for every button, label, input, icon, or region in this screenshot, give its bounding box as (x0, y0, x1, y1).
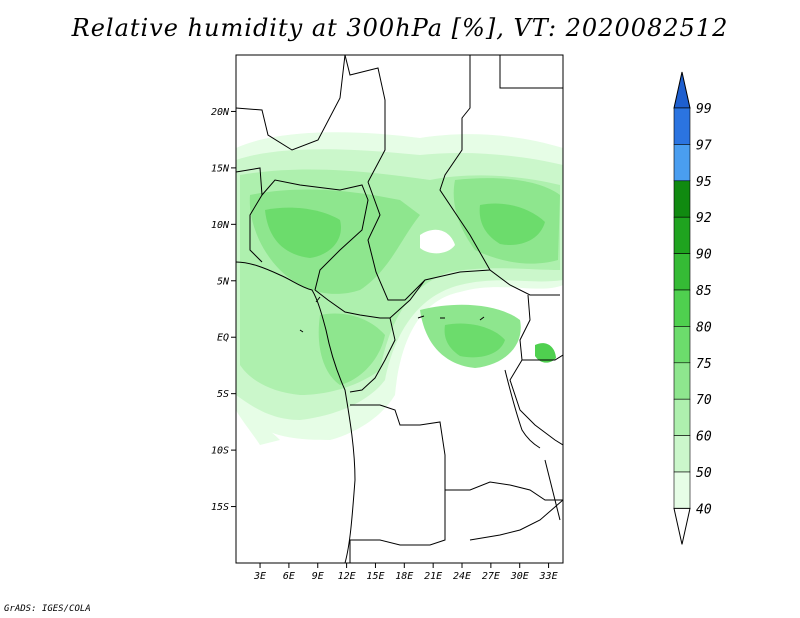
rh-75-region-east (479, 203, 545, 246)
border-angola-zambia (350, 490, 446, 546)
lon-tick-label: 9E (312, 571, 324, 582)
rh-white-patch (420, 229, 455, 254)
lon-tick-label: 12E (338, 571, 356, 582)
border-chad-car (367, 181, 491, 301)
lat-tick-label: 5N (217, 276, 230, 287)
rh-75-region (265, 207, 341, 258)
border-zambia-east (509, 484, 563, 501)
border-sudan (439, 55, 560, 296)
border-nigeria-cameroon (261, 179, 369, 291)
colorbar: 99 97 95 92 90 85 80 75 70 60 50 40 (673, 71, 712, 545)
lat-tick-label: 10N (211, 220, 230, 231)
coast-east-south (469, 499, 563, 541)
lon-tick-label: 33E (539, 571, 558, 582)
colorbar-level-label: 92 (696, 211, 712, 226)
colorbar-level-label: 75 (696, 357, 712, 372)
equator-islands (299, 296, 485, 333)
colorbar-level-label: 85 (696, 284, 712, 299)
coastline-west (236, 261, 356, 563)
lat-tick-label: 10S (211, 446, 229, 457)
border-north-1 (236, 55, 346, 151)
colorbar-segment (673, 435, 691, 473)
rh-80-region-victoria (535, 343, 556, 363)
lon-tick-label: 18E (395, 571, 413, 582)
map-frame (235, 54, 564, 564)
latitude-axis: 20N 15N 10N 5N EQ 5S 10S 15S (211, 107, 236, 513)
lon-tick-label: 6E (283, 571, 295, 582)
colorbar-segment (673, 180, 691, 218)
rh-40-region-southwest (236, 400, 280, 445)
colorbar-level-label: 50 (696, 466, 712, 481)
lon-tick-label: 3E (253, 571, 266, 582)
colorbar-segment (673, 471, 691, 509)
colorbar-segment (673, 326, 691, 364)
border-east-africa (470, 55, 563, 89)
colorbar-level-label: 60 (696, 430, 712, 445)
colorbar-level-label: 70 (696, 393, 712, 408)
border-cameroon-congo (314, 279, 426, 319)
country-boundaries (236, 55, 563, 563)
lon-tick-label: 15E (366, 571, 384, 582)
border-tanzania (509, 359, 563, 446)
colorbar-segment (673, 398, 691, 436)
chart-title: Relative humidity at 300hPa [%], VT: 202… (71, 14, 729, 42)
colorbar-segment (673, 216, 691, 254)
colorbar-segment (673, 144, 691, 182)
lon-tick-label: 27E (482, 571, 500, 582)
lat-tick-label: 20N (211, 107, 230, 118)
colorbar-level-label: 95 (696, 175, 712, 190)
lat-tick-label: EQ (217, 333, 229, 344)
border-uganda (519, 294, 563, 361)
colorbar-segment (673, 107, 691, 145)
lake-tanganyika (504, 369, 541, 449)
colorbar-level-label: 80 (696, 320, 712, 335)
humidity-shading (236, 132, 563, 445)
colorbar-segment (673, 362, 691, 400)
border-drc-angola (350, 404, 511, 491)
border-niger-nigeria (236, 167, 263, 263)
lat-tick-label: 15S (211, 502, 229, 513)
colorbar-segment (673, 289, 691, 327)
colorbar-level-label: 40 (696, 502, 712, 517)
lat-tick-label: 15N (211, 163, 230, 174)
colorbar-segment (673, 253, 691, 291)
lon-tick-label: 24E (453, 571, 471, 582)
colorbar-level-label: 97 (696, 138, 712, 153)
colorbar-level-label: 90 (696, 248, 712, 263)
rh-70-region-gabon (318, 313, 385, 385)
lon-tick-label: 30E (510, 571, 529, 582)
lat-tick-label: 5S (217, 389, 229, 400)
lon-tick-label: 21E (424, 571, 442, 582)
border-libya-chad (344, 55, 386, 183)
rh-75-region-congo (444, 323, 505, 358)
colorbar-bottom-arrow (673, 507, 691, 545)
colorbar-level-label: 99 (696, 102, 712, 117)
border-congo-drc (349, 317, 396, 393)
colorbar-top-arrow (673, 71, 691, 109)
lake-malawi (544, 459, 561, 521)
credit-text: GrADS: IGES/COLA (4, 604, 91, 614)
longitude-axis: 3E 6E 9E 12E 15E 18E 21E 24E 27E 30E 33E (253, 563, 558, 582)
